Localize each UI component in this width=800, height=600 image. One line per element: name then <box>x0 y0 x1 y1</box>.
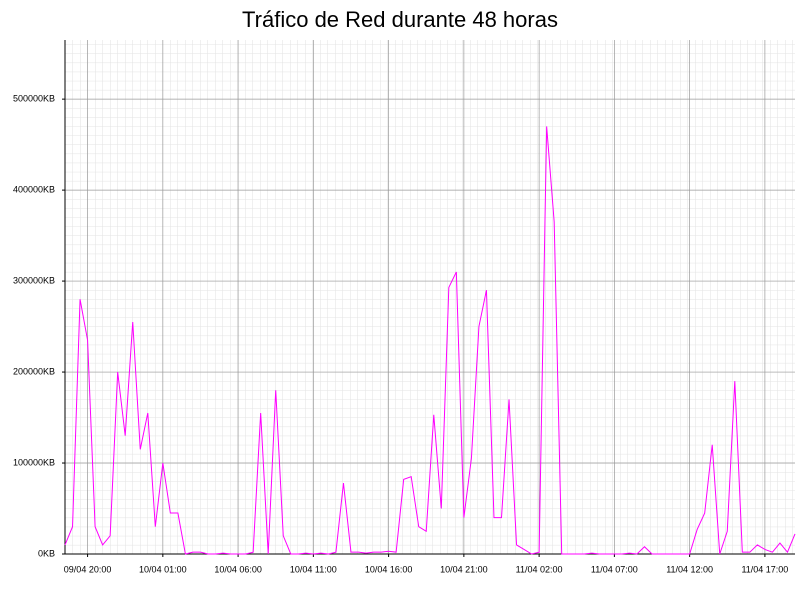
x-tick-label: 11/04 17:00 <box>741 564 788 574</box>
y-tick-label: 500000KB <box>13 94 55 104</box>
y-tick-label: 100000KB <box>13 457 55 467</box>
x-tick-label: 11/04 12:00 <box>666 564 713 574</box>
x-tick-label: 10/04 16:00 <box>365 564 413 574</box>
x-tick-label: 11/04 02:00 <box>516 564 563 574</box>
x-tick-label: 10/04 21:00 <box>440 564 488 574</box>
x-tick-label: 11/04 07:00 <box>591 564 638 574</box>
x-tick-label: 10/04 06:00 <box>214 564 262 574</box>
y-tick-label: 400000KB <box>13 184 55 194</box>
y-tick-label: 200000KB <box>13 366 55 376</box>
x-tick-label: 10/04 01:00 <box>139 564 187 574</box>
x-tick-label: 10/04 11:00 <box>290 564 337 574</box>
chart-title: Tráfico de Red durante 48 horas <box>242 7 558 32</box>
y-tick-label: 300000KB <box>13 275 55 285</box>
traffic-line <box>64 126 796 555</box>
y-tick-label: 0KB <box>38 548 55 558</box>
x-tick-label: 09/04 20:00 <box>64 564 112 574</box>
